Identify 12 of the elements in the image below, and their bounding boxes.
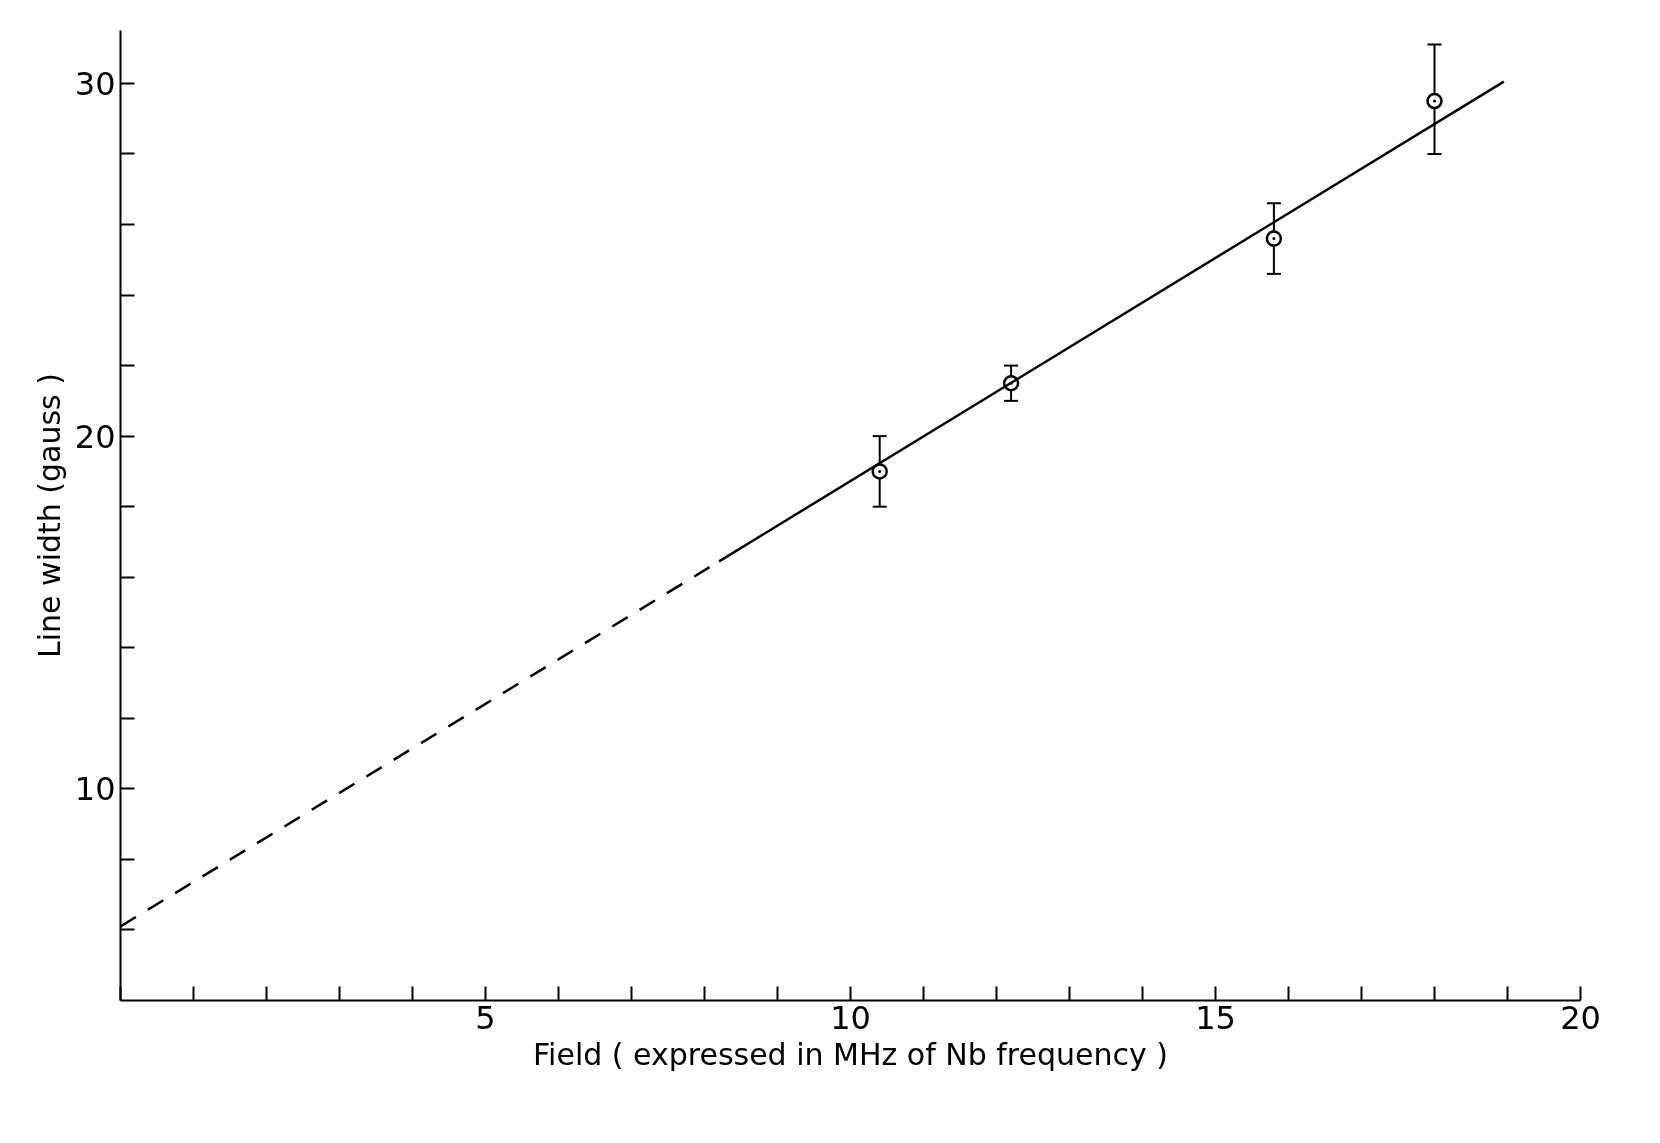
y-tick-label: 20 bbox=[74, 417, 116, 456]
x-axis-title: Field ( expressed in MHz of Nb frequency ) bbox=[533, 1036, 1168, 1072]
x-tick-label: 15 bbox=[1195, 998, 1236, 1037]
x-tick-label: 20 bbox=[1560, 998, 1601, 1037]
y-tick-label: 10 bbox=[74, 770, 116, 809]
point bbox=[871, 463, 888, 480]
y-axis-title: Line width (gauss ) bbox=[31, 373, 67, 658]
x-tick-label: 5 bbox=[475, 998, 496, 1037]
point bbox=[1426, 92, 1443, 110]
y-tick-label: 30 bbox=[74, 64, 116, 103]
x-tick-label: 10 bbox=[830, 998, 871, 1037]
point bbox=[1265, 230, 1283, 247]
